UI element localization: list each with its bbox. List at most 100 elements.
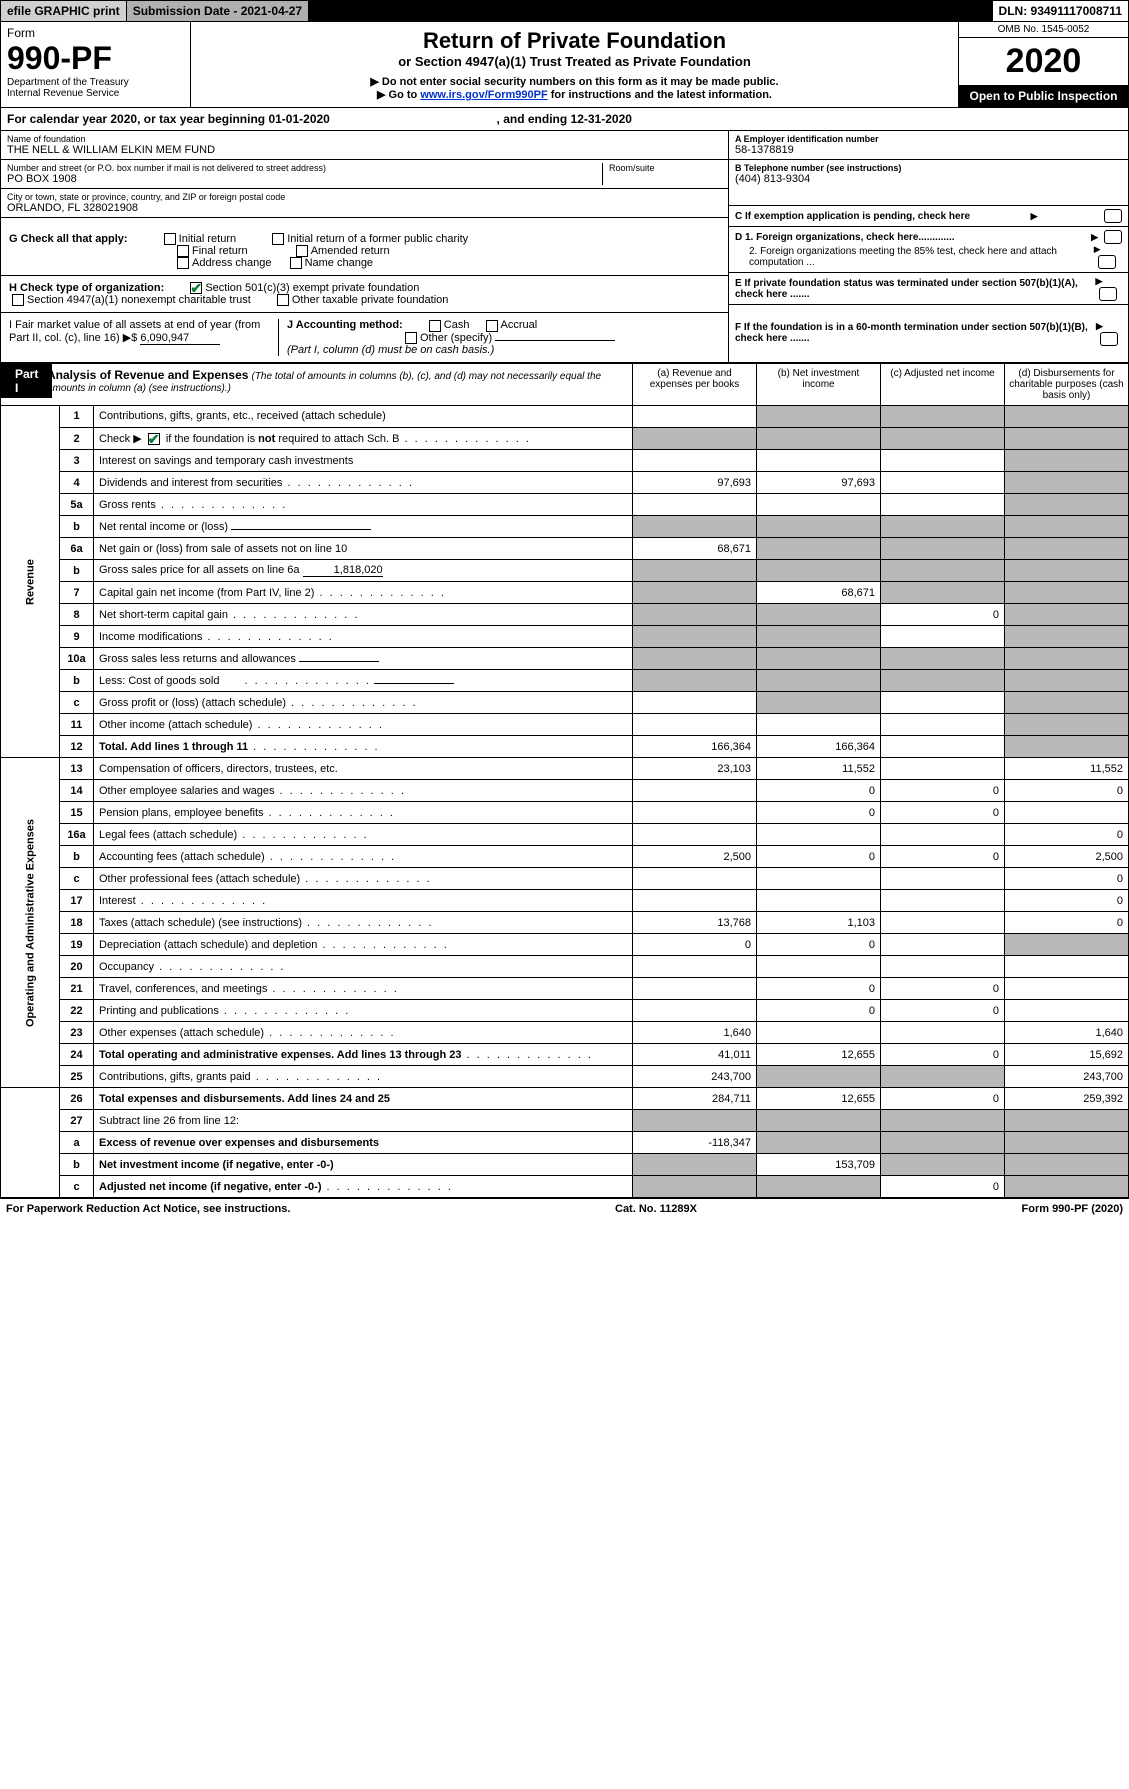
- amt: 0: [881, 978, 1005, 1000]
- chk-cash[interactable]: [429, 320, 441, 332]
- box-d1-checkbox[interactable]: [1104, 230, 1122, 244]
- lineno: c: [60, 692, 94, 714]
- amt: 259,392: [1005, 1088, 1129, 1110]
- box-i-value: 6,090,947: [140, 332, 220, 345]
- box-e-checkbox[interactable]: [1099, 287, 1117, 301]
- revenue-section-label: Revenue: [1, 406, 60, 758]
- amt: 97,693: [757, 472, 881, 494]
- box-h: H Check type of organization: Section 50…: [1, 276, 728, 313]
- line-desc: Contributions, gifts, grants, etc., rece…: [94, 406, 633, 428]
- chk-initial-return[interactable]: [164, 233, 176, 245]
- table-row: 19 Depreciation (attach schedule) and de…: [1, 934, 1129, 956]
- calyear-text-a: For calendar year 2020, or tax year begi…: [7, 112, 268, 126]
- amt: 0: [1005, 912, 1129, 934]
- table-row: c Adjusted net income (if negative, ente…: [1, 1176, 1129, 1198]
- box-f-checkbox[interactable]: [1100, 332, 1118, 346]
- amt: 41,011: [633, 1044, 757, 1066]
- table-row: 17 Interest 0: [1, 890, 1129, 912]
- amt: 0: [757, 934, 881, 956]
- amt: 15,692: [1005, 1044, 1129, 1066]
- topbar-spacer: [309, 1, 992, 21]
- lineno: 4: [60, 472, 94, 494]
- lineno: b: [60, 670, 94, 692]
- box-d2-checkbox[interactable]: [1098, 255, 1116, 269]
- chk-name-change[interactable]: [290, 257, 302, 269]
- table-row: b Less: Cost of goods sold: [1, 670, 1129, 692]
- ein-value: 58-1378819: [735, 144, 1122, 156]
- line-desc: Less: Cost of goods sold: [94, 670, 633, 692]
- table-row: 16a Legal fees (attach schedule) 0: [1, 824, 1129, 846]
- table-row: 27 Subtract line 26 from line 12:: [1, 1110, 1129, 1132]
- col-d-header: (d) Disbursements for charitable purpose…: [1004, 364, 1128, 405]
- chk-4947a1[interactable]: [12, 294, 24, 306]
- line-desc: Printing and publications: [94, 1000, 633, 1022]
- form-word: Form: [7, 26, 184, 40]
- table-row: 22 Printing and publications 0 0: [1, 1000, 1129, 1022]
- line-desc: Other employee salaries and wages: [94, 780, 633, 802]
- line-desc: Net investment income (if negative, ente…: [94, 1154, 633, 1176]
- chk-501c3[interactable]: [190, 282, 202, 294]
- lineno: 7: [60, 582, 94, 604]
- chk-sch-b[interactable]: [148, 433, 160, 445]
- table-row: 2 Check ▶ if the foundation is not requi…: [1, 428, 1129, 450]
- opt-final-return: Final return: [192, 245, 248, 257]
- amt: 0: [1005, 890, 1129, 912]
- footer-right: Form 990-PF (2020): [1022, 1203, 1124, 1215]
- table-row: 12 Total. Add lines 1 through 11 166,364…: [1, 736, 1129, 758]
- table-row: 15 Pension plans, employee benefits 0 0: [1, 802, 1129, 824]
- lineno: 2: [60, 428, 94, 450]
- note2-pre: ▶ Go to: [377, 89, 420, 101]
- amt: 1,640: [633, 1022, 757, 1044]
- amt: 0: [757, 846, 881, 868]
- chk-initial-former[interactable]: [272, 233, 284, 245]
- header-left: Form 990-PF Department of the Treasury I…: [1, 22, 191, 107]
- chk-final-return[interactable]: [177, 245, 189, 257]
- amt: -118,347: [633, 1132, 757, 1154]
- chk-other-method[interactable]: [405, 332, 417, 344]
- table-row: 20 Occupancy: [1, 956, 1129, 978]
- amt: 0: [633, 934, 757, 956]
- amt: 2,500: [633, 846, 757, 868]
- open-public-label: Open to Public Inspection: [959, 85, 1128, 107]
- lineno: 21: [60, 978, 94, 1000]
- opt-name-change: Name change: [305, 257, 374, 269]
- amt: 0: [881, 780, 1005, 802]
- lineno: b: [60, 560, 94, 582]
- phone-label: B Telephone number (see instructions): [735, 163, 1122, 173]
- line-desc: Adjusted net income (if negative, enter …: [94, 1176, 633, 1198]
- city-label: City or town, state or province, country…: [7, 192, 722, 202]
- lineno: 12: [60, 736, 94, 758]
- form990pf-link[interactable]: www.irs.gov/Form990PF: [420, 89, 547, 101]
- efile-label[interactable]: efile GRAPHIC print: [1, 1, 127, 21]
- foundation-name-cell: Name of foundation THE NELL & WILLIAM EL…: [1, 131, 728, 160]
- chk-other-taxable[interactable]: [277, 294, 289, 306]
- lineno: 15: [60, 802, 94, 824]
- table-row: b Net rental income or (loss): [1, 516, 1129, 538]
- line-desc: Depreciation (attach schedule) and deple…: [94, 934, 633, 956]
- line-desc: Compensation of officers, directors, tru…: [94, 758, 633, 780]
- line-desc: Income modifications: [94, 626, 633, 648]
- amt: 12,655: [757, 1088, 881, 1110]
- chk-accrual[interactable]: [486, 320, 498, 332]
- amt: 166,364: [633, 736, 757, 758]
- table-row: 24 Total operating and administrative ex…: [1, 1044, 1129, 1066]
- table-row: Revenue 1 Contributions, gifts, grants, …: [1, 406, 1129, 428]
- gd-row: G Check all that apply: Initial return I…: [0, 227, 1129, 363]
- expenses-section-label: Operating and Administrative Expenses: [1, 758, 60, 1088]
- lineno: 18: [60, 912, 94, 934]
- chk-amended-return[interactable]: [296, 245, 308, 257]
- line-desc: Net rental income or (loss): [94, 516, 633, 538]
- dept-label: Department of the Treasury: [7, 77, 184, 88]
- line-desc: Gross profit or (loss) (attach schedule): [94, 692, 633, 714]
- header-note2: ▶ Go to www.irs.gov/Form990PF for instru…: [197, 88, 952, 101]
- table-row: 23 Other expenses (attach schedule) 1,64…: [1, 1022, 1129, 1044]
- lineno: 6a: [60, 538, 94, 560]
- box-i-label: I Fair market value of all assets at end…: [9, 319, 260, 344]
- amt: 68,671: [757, 582, 881, 604]
- box-c-checkbox[interactable]: [1104, 209, 1122, 223]
- line-desc: Legal fees (attach schedule): [94, 824, 633, 846]
- chk-address-change[interactable]: [177, 257, 189, 269]
- lineno: 16a: [60, 824, 94, 846]
- amt: 243,700: [633, 1066, 757, 1088]
- amt: 0: [757, 978, 881, 1000]
